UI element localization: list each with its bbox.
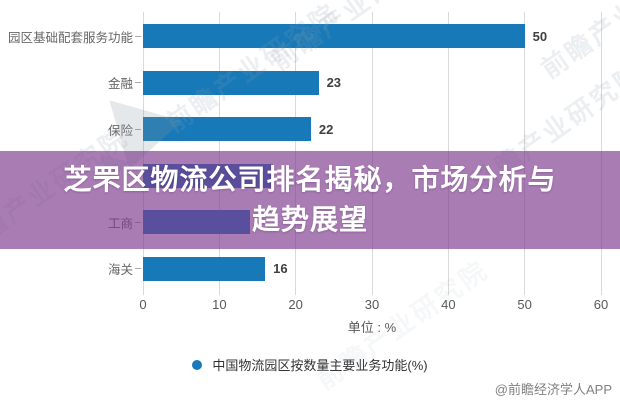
x-tick-label: 40 (441, 297, 456, 312)
bar-row: 园区基础配套服务功能 50 (0, 24, 620, 48)
x-axis-unit-label: 单位 : % (347, 320, 397, 335)
category-label: 金融 (107, 77, 133, 91)
x-tick-label: 50 (517, 297, 532, 312)
legend-marker-icon (192, 359, 203, 370)
bar-row: 保险 22 (0, 117, 620, 141)
bar (143, 117, 311, 141)
bar (143, 24, 525, 48)
category-label: 园区基础配套服务功能 (7, 30, 133, 45)
category-tick (135, 128, 141, 130)
bar-row: 金融 23 (0, 70, 620, 95)
category-label: 保险 (107, 123, 133, 138)
value-label: 50 (532, 28, 548, 44)
value-label: 23 (326, 75, 342, 90)
category-tick (135, 268, 141, 269)
title-banner: 芝罘区物流公司排名揭秘，市场分析与 趋势展望 (0, 151, 620, 249)
category-tick (135, 82, 141, 83)
bar-row: 海关 16 (0, 256, 620, 281)
bar (143, 256, 266, 281)
bar (143, 70, 319, 95)
banner-title-line-2: 趋势展望 (251, 204, 368, 235)
category-label: 海关 (107, 263, 133, 277)
value-label: 16 (273, 261, 288, 276)
x-tick-label: 20 (288, 297, 303, 312)
attribution: @前瞻经济学人APP (494, 382, 612, 397)
category-tick (135, 35, 141, 37)
x-tick-label: 30 (364, 297, 380, 312)
value-label: 22 (318, 121, 334, 137)
legend: 中国物流园区按数量主要业务功能(%) (0, 355, 620, 374)
legend-label: 中国物流园区按数量主要业务功能(%) (212, 358, 428, 373)
banner-title-line-1: 芝罘区物流公司排名揭秘，市场分析与 (63, 164, 557, 195)
x-tick-label: 0 (139, 297, 147, 312)
x-tick-label: 10 (212, 297, 227, 312)
x-tick-label: 60 (593, 297, 609, 312)
